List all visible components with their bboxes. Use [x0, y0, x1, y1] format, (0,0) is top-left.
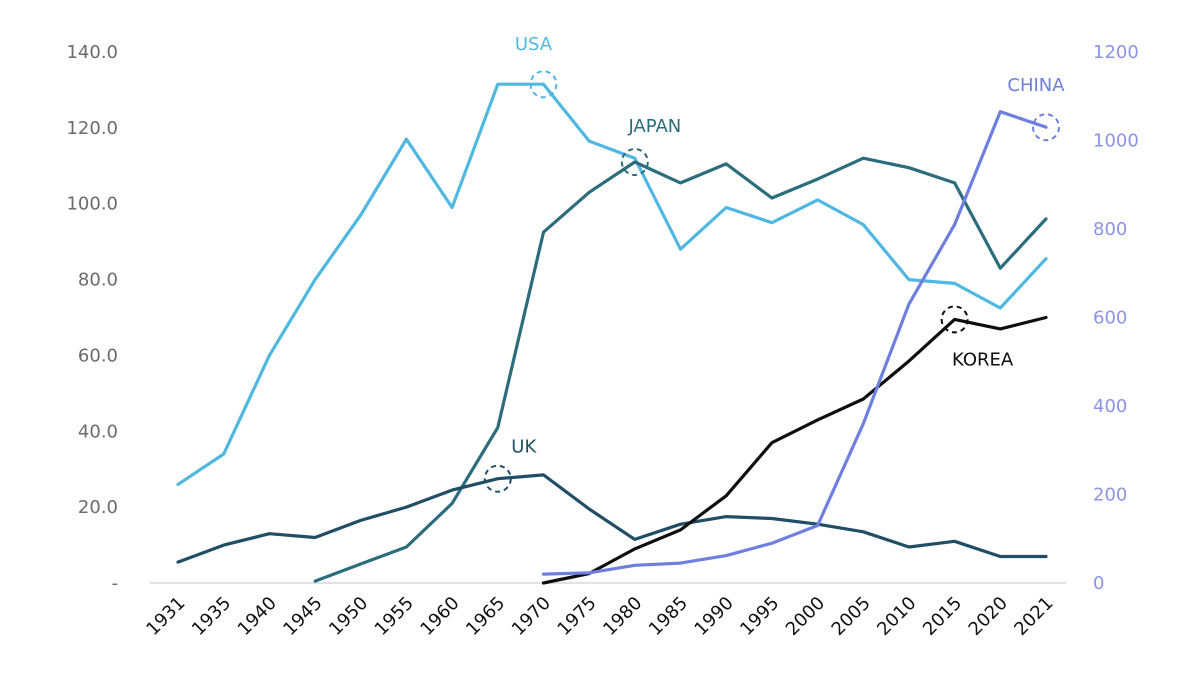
series-label-uk: UK — [511, 437, 537, 458]
highlight-marker-korea — [940, 305, 969, 334]
left-axis-tick-label: 60.0 — [78, 345, 118, 366]
right-axis-tick-label: 400 — [1093, 396, 1127, 417]
series-labels: USA JAPAN UK KOREA CHINA — [511, 34, 1065, 457]
x-axis-tick-label: 1955 — [371, 593, 418, 640]
x-axis-tick-label: 1990 — [691, 593, 738, 640]
x-axis-tick-label: 2015 — [919, 593, 966, 640]
x-axis-tick-label: 1931 — [142, 593, 189, 640]
highlight-marker-usa — [529, 70, 558, 99]
series-markers — [483, 70, 1060, 493]
series-line-korea — [541, 315, 1048, 585]
series-label-china: CHINA — [1007, 75, 1065, 96]
left-axis-tick-label: 100.0 — [66, 194, 118, 215]
left-axis: - 20.0 40.0 60.0 80.0 100.0 120.0 140.0 — [66, 42, 118, 594]
x-axis-tick-label: 2020 — [965, 593, 1012, 640]
x-axis-tick-label: 1985 — [645, 593, 692, 640]
x-axis-tick-label: 1975 — [553, 593, 600, 640]
x-axis-tick-label: 1935 — [188, 593, 235, 640]
series-label-korea: KOREA — [952, 349, 1014, 370]
x-axis-tick-label: 2021 — [1010, 593, 1057, 640]
right-axis-tick-label: 1200 — [1093, 42, 1139, 63]
series-label-japan: JAPAN — [627, 116, 681, 137]
x-axis-tick-label: 1995 — [736, 593, 783, 640]
left-axis-tick-label: 80.0 — [78, 270, 118, 291]
right-axis-tick-label: 0 — [1093, 573, 1104, 594]
x-axis-tick-label: 2005 — [828, 593, 875, 640]
series-line-uk — [176, 473, 1048, 564]
x-axis: 1931193519401945195019551960196519701975… — [142, 593, 1057, 640]
x-axis-tick-label: 2010 — [873, 593, 920, 640]
left-axis-tick-label: 40.0 — [78, 421, 118, 442]
right-axis-tick-label: 1000 — [1093, 131, 1139, 152]
highlight-marker-china — [1032, 113, 1060, 142]
series-lines — [176, 82, 1048, 585]
left-axis-tick-label: - — [112, 573, 119, 594]
x-axis-tick-label: 1970 — [508, 593, 555, 640]
right-axis-tick-label: 800 — [1093, 219, 1127, 240]
left-axis-tick-label: 120.0 — [66, 118, 118, 139]
series-line-china — [541, 110, 1048, 576]
x-axis-tick-label: 1965 — [462, 593, 509, 640]
x-axis-tick-label: 1960 — [416, 593, 463, 640]
left-axis-tick-label: 20.0 — [78, 497, 118, 518]
x-axis-tick-label: 1945 — [279, 593, 326, 640]
series-line-usa — [176, 82, 1048, 486]
highlight-marker-uk — [483, 464, 512, 493]
x-axis-tick-label: 2000 — [782, 593, 829, 640]
highlight-marker-japan — [620, 147, 649, 176]
right-axis: 0 200 400 600 800 1000 1200 — [1093, 42, 1139, 594]
x-axis-tick-label: 1950 — [325, 593, 372, 640]
series-line-japan — [313, 156, 1048, 583]
right-axis-tick-label: 600 — [1093, 308, 1127, 329]
x-axis-tick-label: 1980 — [599, 593, 646, 640]
left-axis-tick-label: 140.0 — [66, 42, 118, 63]
right-axis-tick-label: 200 — [1093, 485, 1127, 506]
series-label-usa: USA — [515, 34, 553, 55]
x-axis-tick-label: 1940 — [234, 593, 281, 640]
